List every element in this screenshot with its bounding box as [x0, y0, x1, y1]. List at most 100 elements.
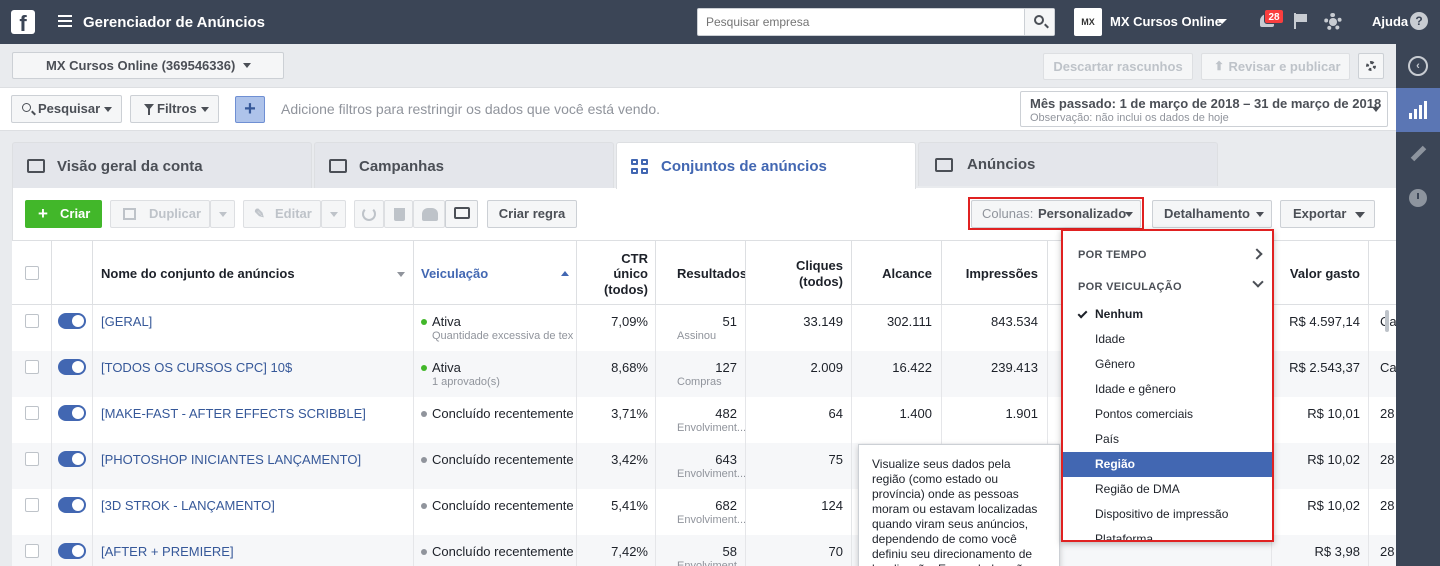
row-checkbox[interactable] — [25, 406, 39, 420]
ad-account-selector[interactable]: MX Cursos Online (369546336) — [12, 52, 284, 79]
delete-button[interactable] — [384, 200, 413, 228]
bar-chart-icon — [1409, 101, 1427, 119]
columns-button[interactable]: Colunas: Personalizado — [971, 200, 1141, 228]
status-toggle[interactable] — [58, 451, 86, 467]
breakdown-option[interactable]: Idade e gênero — [1063, 377, 1272, 402]
business-search-input[interactable] — [698, 9, 1024, 35]
menu-icon[interactable] — [58, 15, 72, 27]
status-dot-icon — [421, 411, 427, 417]
collapse-rail-button[interactable]: ‹ — [1396, 44, 1440, 88]
section-by-delivery[interactable]: POR VEICULAÇÃO — [1078, 281, 1182, 293]
status-toggle[interactable] — [58, 497, 86, 513]
ad-set-name-link[interactable]: [GERAL] — [101, 314, 153, 329]
row-checkbox[interactable] — [25, 498, 39, 512]
grid-icon — [631, 159, 649, 174]
search-filter-button[interactable]: Pesquisar — [11, 95, 122, 123]
breakdown-option[interactable]: Região — [1063, 452, 1272, 477]
duplicate-button[interactable]: Duplicar — [110, 200, 210, 228]
chevron-down-icon[interactable] — [1217, 19, 1227, 24]
breakdown-option[interactable]: Gênero — [1063, 352, 1272, 377]
horizontal-scroll-thumb[interactable] — [1385, 310, 1389, 332]
gear-icon[interactable] — [1324, 13, 1342, 31]
chevron-down-icon[interactable] — [1252, 276, 1264, 288]
hidden-cell — [1048, 535, 1272, 566]
export-button[interactable]: Exportar — [1280, 200, 1375, 228]
flag-icon[interactable] — [1294, 13, 1308, 29]
ad-set-name-link[interactable]: [TODOS OS CURSOS CPC] 10$ — [101, 360, 293, 375]
breakdown-option[interactable]: Nenhum — [1063, 302, 1272, 327]
header-name[interactable]: Nome do conjunto de anúncios — [93, 241, 414, 305]
header-clicks[interactable]: Cliques (todos) — [746, 241, 852, 305]
rail-item-reports[interactable] — [1396, 88, 1440, 132]
add-filter-button[interactable]: + — [235, 96, 265, 123]
toggle-cell — [52, 443, 93, 489]
header-delivery[interactable]: Veiculação — [414, 241, 577, 305]
duplicate-dropdown[interactable] — [210, 200, 235, 228]
spent-value: R$ 10,01 — [1307, 406, 1360, 421]
tab-account-overview[interactable]: Visão geral da conta — [12, 142, 312, 188]
header-impressions[interactable]: Impressões — [942, 241, 1048, 305]
breakdown-button[interactable]: Detalhamento — [1152, 200, 1272, 228]
select-all-checkbox[interactable] — [25, 266, 39, 280]
results-value: 643 — [715, 452, 737, 467]
breakdown-option[interactable]: Dispositivo de impressão — [1063, 502, 1272, 527]
ab-test-button[interactable] — [413, 200, 445, 228]
filters-button[interactable]: Filtros — [130, 95, 219, 123]
chevron-down-icon — [1372, 107, 1380, 112]
facebook-logo-icon[interactable]: f — [11, 10, 35, 34]
rail-item-history[interactable] — [1396, 176, 1440, 220]
chevron-down-icon[interactable] — [397, 272, 405, 277]
status-toggle[interactable] — [58, 313, 86, 329]
row-checkbox[interactable] — [25, 544, 39, 558]
date-range-picker[interactable]: Mês passado: 1 de março de 2018 – 31 de … — [1020, 91, 1388, 127]
columns-highlight — [968, 197, 1144, 230]
extra-cell: 28 — [1369, 489, 1396, 535]
top-bar: f Gerenciador de Anúncios MX MX Cursos O… — [0, 0, 1440, 44]
breakdown-option[interactable]: Região de DMA — [1063, 477, 1272, 502]
tab-ads[interactable]: Anúncios — [918, 142, 1218, 186]
create-rule-button[interactable]: Criar regra — [487, 200, 577, 228]
results-type: Envolviment... — [677, 514, 746, 526]
breakdown-option[interactable]: Pontos comerciais — [1063, 402, 1272, 427]
help-icon[interactable]: ? — [1410, 12, 1428, 30]
tab-campaigns[interactable]: Campanhas — [314, 142, 614, 188]
edit-dropdown[interactable] — [321, 200, 346, 228]
app-title[interactable]: Gerenciador de Anúncios — [83, 14, 265, 31]
breakdown-option-label: Dispositivo de impressão — [1095, 507, 1229, 521]
search-button[interactable] — [1024, 9, 1054, 35]
ad-set-name-link[interactable]: [3D STROK - LANÇAMENTO] — [101, 498, 275, 513]
spent-cell: R$ 10,02 — [1272, 443, 1369, 489]
help-link[interactable]: Ajuda — [1372, 14, 1409, 29]
chevron-right-icon[interactable] — [1251, 248, 1263, 260]
edit-button[interactable]: ✎ Editar — [243, 200, 321, 228]
tab-ad-sets[interactable]: Conjuntos de anúncios — [616, 142, 916, 189]
name-cell: [TODOS OS CURSOS CPC] 10$ — [93, 351, 414, 397]
account-avatar[interactable]: MX — [1074, 8, 1102, 36]
breakdown-option[interactable]: Idade — [1063, 327, 1272, 352]
status-toggle[interactable] — [58, 359, 86, 375]
breakdown-option[interactable]: Plataforma — [1063, 527, 1272, 540]
account-switcher[interactable]: MX Cursos Online — [1110, 14, 1222, 29]
refresh-button[interactable] — [354, 200, 384, 228]
row-checkbox[interactable] — [25, 360, 39, 374]
ad-set-name-link[interactable]: [MAKE-FAST - AFTER EFFECTS SCRIBBLE] — [101, 406, 366, 421]
rail-item-edit[interactable] — [1396, 132, 1440, 176]
ad-set-name-link[interactable]: [PHOTOSHOP INICIANTES LANÇAMENTO] — [101, 452, 362, 467]
header-spent[interactable]: Valor gasto — [1272, 241, 1369, 305]
delivery-status: Concluído recentemente — [432, 498, 574, 513]
settings-gear-button[interactable] — [1358, 53, 1384, 79]
header-reach[interactable]: Alcance — [852, 241, 942, 305]
row-checkbox[interactable] — [25, 452, 39, 466]
section-by-time[interactable]: POR TEMPO — [1078, 249, 1147, 261]
status-toggle[interactable] — [58, 405, 86, 421]
row-checkbox[interactable] — [25, 314, 39, 328]
review-publish-button[interactable]: ⬆ Revisar e publicar — [1201, 53, 1350, 80]
breakdown-option[interactable]: País — [1063, 427, 1272, 452]
header-results[interactable]: Resultados — [656, 241, 746, 305]
ad-set-name-link[interactable]: [AFTER + PREMIERE] — [101, 544, 234, 559]
header-ctr[interactable]: CTR único (todos) — [577, 241, 656, 305]
discard-drafts-button[interactable]: Descartar rascunhos — [1043, 53, 1193, 80]
preview-button[interactable] — [445, 200, 478, 228]
status-toggle[interactable] — [58, 543, 86, 559]
create-button[interactable]: + Criar — [25, 200, 102, 228]
